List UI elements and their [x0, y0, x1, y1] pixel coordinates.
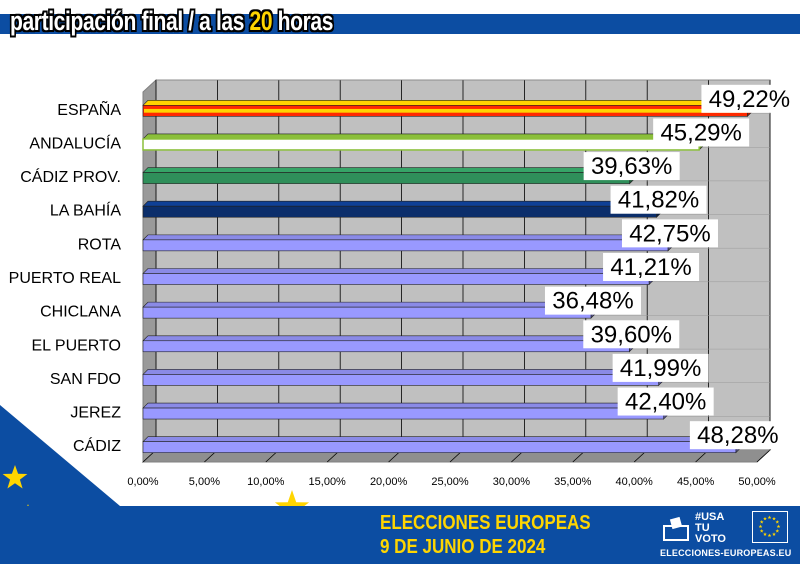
value-label: 39,63%	[583, 152, 680, 181]
bar-el-puerto	[142, 335, 636, 353]
x-tick-label: 30,00%	[493, 476, 531, 488]
value-label: 36,48%	[544, 286, 641, 315]
page-title: participación final / a las 20 horas	[10, 6, 333, 37]
x-tick-label: 10,00%	[247, 476, 285, 488]
value-label: 39,60%	[583, 320, 680, 349]
x-tick-label: 45,00%	[677, 476, 715, 488]
value-label: 42,75%	[621, 219, 718, 248]
title-post: horas	[272, 6, 334, 36]
category-label: CÁDIZ	[73, 436, 121, 455]
value-label-text: 42,75%	[629, 220, 710, 247]
category-label: ROTA	[78, 236, 122, 253]
footer-url: ELECCIONES-EUROPEAS.EU	[660, 548, 792, 558]
value-label-text: 41,21%	[610, 254, 691, 281]
bar-jerez	[142, 402, 670, 420]
star-icon	[759, 520, 764, 524]
campaign-line-2: TU	[695, 522, 710, 534]
eu-flag-stars	[758, 515, 781, 538]
bar-la-bahía	[142, 200, 663, 218]
bar-cádiz	[142, 435, 742, 454]
title-highlight: 20	[249, 6, 273, 36]
value-labels: 49,22% 45,29% 39,63% 41,82% 42,75% 41,21% 36,4…	[544, 84, 798, 450]
star-icon	[767, 533, 772, 538]
ballot-box-icon	[663, 516, 689, 541]
category-label: EL PUERTO	[31, 337, 121, 354]
value-label-text: 45,29%	[660, 119, 741, 146]
campaign-line-3: VOTO	[695, 533, 726, 545]
header-bar	[0, 14, 800, 34]
category-label: CÁDIZ PROV.	[20, 167, 121, 186]
star-icon	[775, 529, 780, 533]
bar-san-fdo	[142, 368, 665, 387]
bar-cádiz-prov-	[142, 166, 636, 185]
value-label-text: 49,22%	[709, 86, 790, 113]
star-icon	[772, 532, 776, 536]
category-label: ESPAÑA	[57, 99, 121, 119]
value-label: 49,22%	[701, 84, 798, 113]
star-icon	[775, 520, 780, 524]
category-label: SAN FDO	[50, 371, 121, 388]
value-label-text: 39,63%	[591, 153, 672, 180]
footer-date: 9 DE JUNIO DE 2024	[380, 536, 546, 558]
bar-rota	[142, 234, 674, 252]
star-icon	[767, 515, 772, 520]
footer-title: ELECCIONES EUROPEAS	[380, 512, 591, 534]
value-label: 45,29%	[653, 118, 750, 147]
x-tick-label: 40,00%	[616, 476, 654, 488]
campaign-line-1: #USA	[695, 511, 725, 523]
star-icon	[2, 465, 28, 489]
bar-españa	[142, 99, 754, 118]
x-tick-label: 15,00%	[309, 476, 347, 488]
value-label-text: 39,60%	[591, 321, 672, 348]
star-icon	[772, 516, 776, 521]
x-tick-label: 50,00%	[738, 476, 776, 488]
value-label-text: 41,99%	[620, 355, 701, 382]
value-label-text: 48,28%	[697, 422, 778, 449]
value-label: 41,99%	[612, 353, 709, 382]
eu-corner-background	[0, 405, 120, 506]
value-label: 41,82%	[610, 185, 707, 214]
bar-andalucía	[142, 133, 705, 151]
x-tick-label: 20,00%	[370, 476, 408, 488]
category-label: CHICLANA	[40, 304, 121, 321]
value-label-text: 36,48%	[552, 288, 633, 315]
value-label: 42,40%	[617, 387, 714, 416]
star-icon	[758, 524, 763, 529]
eu-flag-icon	[752, 511, 788, 543]
star-icon	[776, 524, 781, 529]
value-label-text: 41,82%	[618, 187, 699, 214]
star-icon	[763, 532, 767, 536]
x-tick-label: 25,00%	[431, 476, 469, 488]
title-pre: participación final / a las	[10, 6, 250, 36]
value-label: 48,28%	[689, 421, 786, 450]
x-tick-label: 0,00%	[127, 476, 158, 488]
value-label-text: 42,40%	[625, 389, 706, 416]
category-label: ANDALUCÍA	[29, 133, 121, 152]
category-label: PUERTO REAL	[9, 270, 121, 287]
category-labels: ESPAÑA ANDALUCÍA CÁDIZ PROV. LA BAHÍA ROTA PU…	[9, 99, 122, 455]
category-label: JEREZ	[70, 405, 121, 422]
value-label: 41,21%	[603, 253, 700, 281]
x-tick-label: 35,00%	[554, 476, 592, 488]
campaign-logo-text: #USA TU VOTO	[695, 512, 726, 545]
star-icon	[763, 516, 767, 521]
category-label: LA BAHÍA	[50, 201, 121, 220]
star-icon	[759, 529, 764, 533]
bar-chiclana	[142, 301, 597, 319]
bar-puerto-real	[142, 267, 655, 286]
x-tick-label: 5,00%	[189, 476, 220, 488]
bars	[142, 99, 754, 454]
x-axis-tick-labels: 0,00% 5,00% 10,00% 15,00% 20,00% 25,00% 30,00%…	[127, 476, 775, 488]
footer-bar	[0, 506, 800, 564]
